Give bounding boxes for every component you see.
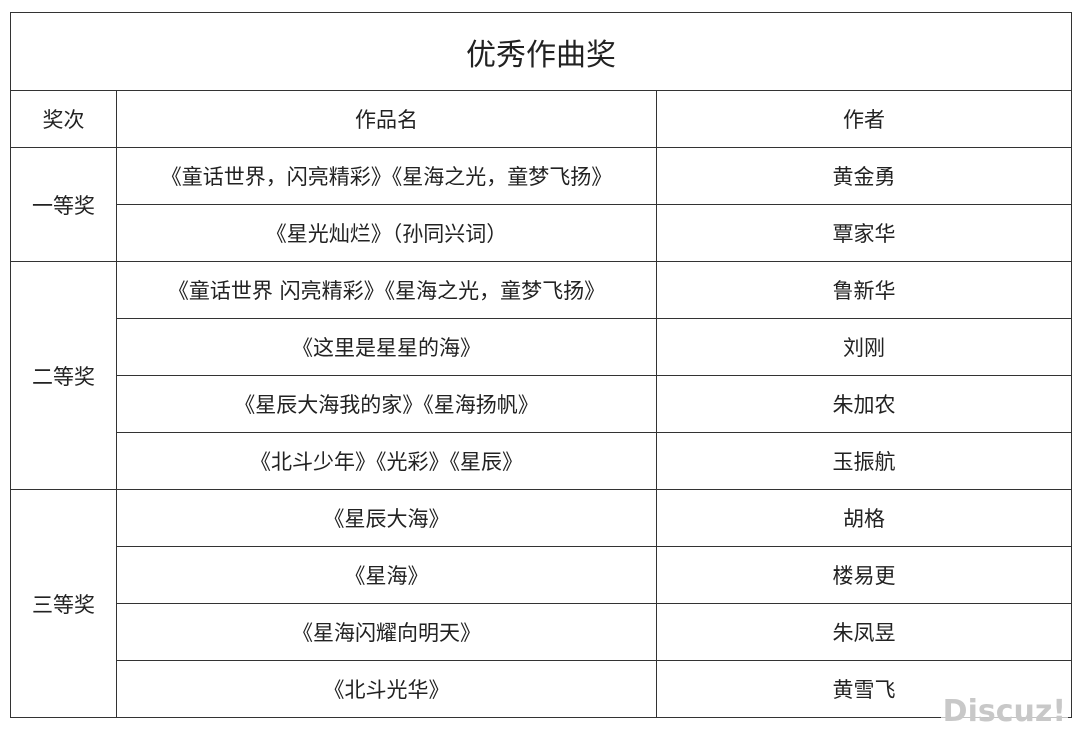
title-row: 优秀作曲奖 — [9, 12, 1073, 91]
work-title: 《童话世界，闪亮精彩》《星海之光，童梦飞扬》 — [116, 147, 657, 205]
table-row: 《这里是星星的海》 刘刚 — [11, 318, 1073, 376]
work-title: 《这里是星星的海》 — [116, 318, 657, 376]
author-name: 玉振航 — [655, 432, 1073, 490]
work-title: 《北斗光华》 — [116, 660, 657, 718]
author-name: 黄金勇 — [655, 147, 1073, 205]
work-title: 《星光灿烂》（孙同兴词） — [116, 204, 657, 262]
work-title: 《星辰大海我的家》《星海扬帆》 — [116, 375, 657, 433]
header-award: 奖次 — [10, 90, 117, 148]
work-title: 《星辰大海》 — [116, 489, 657, 547]
table-row: 《星海闪耀向明天》 朱凤昱 — [11, 603, 1073, 661]
work-title: 《星海》 — [116, 546, 657, 604]
award-level: 二等奖 — [10, 261, 117, 490]
table-row: 一等奖 《童话世界，闪亮精彩》《星海之光，童梦飞扬》 黄金勇 — [10, 147, 1073, 262]
table-row: 《星辰大海我的家》《星海扬帆》 朱加农 — [11, 375, 1073, 433]
author-name: 刘刚 — [655, 318, 1073, 376]
author-name: 覃家华 — [655, 204, 1073, 262]
table-row: 三等奖 《星辰大海》 胡格 — [10, 489, 1073, 718]
header-work: 作品名 — [116, 90, 657, 148]
author-name: 朱加农 — [655, 375, 1073, 433]
author-name: 胡格 — [655, 489, 1073, 547]
author-name: 鲁新华 — [655, 261, 1073, 319]
award-level: 三等奖 — [10, 489, 117, 718]
watermark-logo: Discuz! — [940, 694, 1068, 729]
award-table: 优秀作曲奖 奖次 作品名 作者 一等奖 《童话世界，闪亮精彩》《星海之光，童梦飞扬… — [9, 12, 1073, 718]
table-row: 二等奖 《童话世界 闪亮精彩》《星海之光，童梦飞扬》 鲁新华 — [10, 261, 1073, 490]
award-level: 一等奖 — [10, 147, 117, 262]
table-title: 优秀作曲奖 — [9, 12, 1073, 91]
author-name: 楼易更 — [655, 546, 1073, 604]
header-author: 作者 — [655, 90, 1073, 148]
work-title: 《北斗少年》《光彩》《星辰》 — [116, 432, 657, 490]
table-row: 《北斗少年》《光彩》《星辰》 玉振航 — [11, 432, 1073, 490]
table-row: 《北斗光华》 黄雪飞 — [11, 660, 1073, 718]
table-row: 《星光灿烂》（孙同兴词） 覃家华 — [11, 204, 1073, 262]
table-row: 《星海》 楼易更 — [11, 546, 1073, 604]
work-title: 《童话世界 闪亮精彩》《星海之光，童梦飞扬》 — [116, 261, 657, 319]
header-row: 奖次 作品名 作者 — [10, 90, 1073, 148]
author-name: 朱凤昱 — [655, 603, 1073, 661]
work-title: 《星海闪耀向明天》 — [116, 603, 657, 661]
